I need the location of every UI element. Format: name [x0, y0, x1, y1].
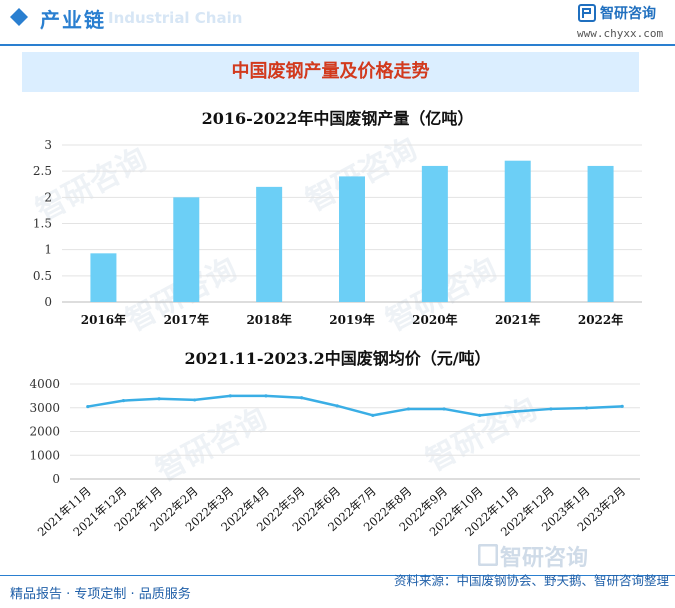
- footer-slogan: 精品报告 · 专项定制 · 品质服务: [10, 587, 191, 602]
- bar-x-tick-label: 2022年: [578, 312, 623, 327]
- header-title-en: Industrial Chain: [108, 9, 243, 27]
- brand-url: www.chyxx.com: [577, 27, 664, 40]
- bar-y-tick-label: 1: [44, 243, 52, 257]
- watermark-brand: 智研咨询: [500, 546, 589, 571]
- bar-x-tick-label: 2020年: [412, 312, 457, 327]
- line-point: [264, 394, 268, 398]
- bar-y-tick-label: 2: [44, 190, 52, 204]
- line-y-tick-label: 0: [52, 472, 60, 486]
- line-point: [584, 406, 589, 410]
- line-point: [121, 399, 126, 403]
- footer-divider: [0, 575, 675, 576]
- header-divider: [0, 44, 675, 46]
- bar-x-tick-label: 2016年: [81, 312, 126, 327]
- bar: [587, 165, 614, 302]
- bar: [256, 186, 283, 302]
- diamond-icon: [10, 8, 28, 26]
- brand-name: 智研咨询: [600, 6, 656, 22]
- line-point: [620, 404, 624, 408]
- line-point: [157, 397, 161, 401]
- bar-y-tick-label: 2.5: [33, 164, 52, 178]
- bar-chart-title: 2016-2022年中国废钢产量（亿吨）: [201, 109, 474, 128]
- footer-source: 资料来源：中国废钢协会、野天鹅、智研咨询整理: [393, 573, 669, 588]
- brand-logo-icon: [578, 4, 596, 22]
- line-series: [87, 394, 623, 417]
- bar-x-tick-label: 2021年: [495, 312, 540, 327]
- line-y-tick-label: 1000: [29, 448, 60, 462]
- line-y-tick-label: 2000: [29, 425, 60, 439]
- bar-x-tick-label: 2018年: [246, 312, 291, 327]
- header-title: 产业链: [40, 8, 106, 32]
- bar-y-tick-label: 0.5: [33, 269, 52, 283]
- line-point: [406, 407, 411, 411]
- line-point: [371, 413, 375, 417]
- bar-y-tick-label: 0: [44, 295, 52, 309]
- bar: [173, 197, 200, 302]
- line-point: [86, 404, 90, 409]
- line-point: [193, 398, 197, 402]
- bar: [421, 165, 448, 302]
- line-point: [335, 404, 339, 408]
- bar-y-tick-label: 3: [44, 138, 52, 152]
- bar: [90, 253, 117, 302]
- bar-x-tick-label: 2017年: [164, 312, 209, 327]
- line-point: [549, 407, 553, 411]
- bar-x-tick-label: 2019年: [329, 312, 374, 327]
- line-point: [513, 409, 517, 414]
- title-banner: [22, 52, 639, 92]
- line-y-tick-label: 3000: [29, 401, 60, 415]
- bar-y-tick-label: 1.5: [33, 217, 52, 231]
- line-point: [228, 394, 232, 398]
- line-y-tick-label: 4000: [29, 377, 60, 391]
- line-point: [299, 396, 304, 400]
- bar: [504, 160, 531, 302]
- line-point: [478, 413, 482, 417]
- bar: [339, 176, 365, 302]
- line-point: [442, 407, 446, 411]
- line-chart-title: 2021.11-2023.2中国废钢均价（元/吨）: [184, 349, 491, 368]
- banner-title: 中国废钢产量及价格走势: [231, 61, 430, 82]
- watermark-logo-icon: [478, 544, 498, 566]
